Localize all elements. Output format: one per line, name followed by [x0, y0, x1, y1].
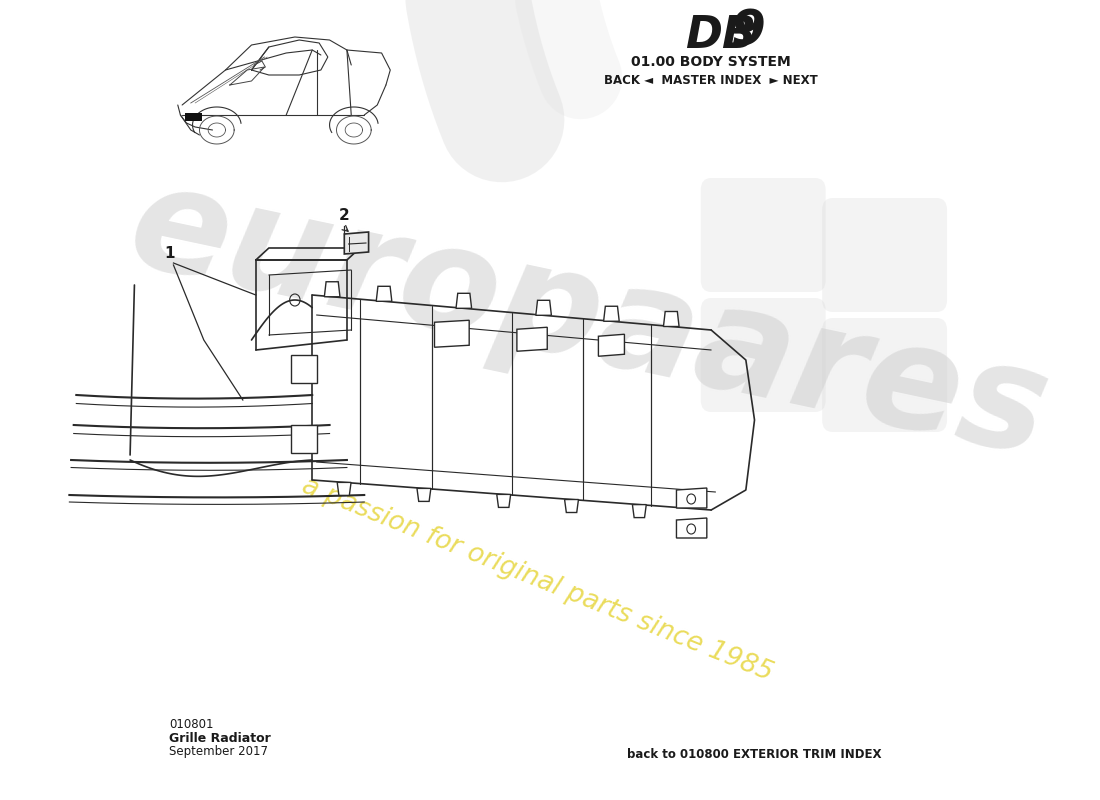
Text: September 2017: September 2017: [169, 745, 268, 758]
Text: BACK ◄  MASTER INDEX  ► NEXT: BACK ◄ MASTER INDEX ► NEXT: [604, 74, 818, 86]
Polygon shape: [663, 311, 679, 326]
Polygon shape: [344, 232, 369, 254]
Polygon shape: [497, 494, 510, 507]
FancyBboxPatch shape: [701, 178, 826, 292]
Polygon shape: [290, 355, 317, 383]
Text: a passion for original parts since 1985: a passion for original parts since 1985: [298, 474, 777, 686]
Text: 1: 1: [164, 246, 175, 261]
Text: DB: DB: [685, 14, 756, 57]
Polygon shape: [676, 488, 707, 508]
Text: back to 010800 EXTERIOR TRIM INDEX: back to 010800 EXTERIOR TRIM INDEX: [627, 749, 882, 762]
Text: 010801: 010801: [169, 718, 213, 731]
FancyBboxPatch shape: [701, 298, 826, 412]
Polygon shape: [517, 327, 547, 351]
Polygon shape: [536, 300, 551, 315]
Text: europaares: europaares: [118, 154, 1062, 486]
Polygon shape: [338, 482, 351, 495]
Text: 01.00 BODY SYSTEM: 01.00 BODY SYSTEM: [631, 55, 791, 69]
Polygon shape: [564, 499, 579, 513]
Polygon shape: [604, 306, 619, 322]
Polygon shape: [434, 320, 470, 347]
Polygon shape: [324, 282, 340, 297]
FancyBboxPatch shape: [822, 198, 947, 312]
Bar: [185, 113, 202, 121]
Polygon shape: [290, 425, 317, 453]
Polygon shape: [456, 294, 472, 308]
Polygon shape: [417, 488, 431, 502]
Text: Grille Radiator: Grille Radiator: [169, 732, 271, 745]
Polygon shape: [376, 286, 392, 302]
Text: 2: 2: [339, 208, 350, 223]
Polygon shape: [598, 334, 625, 356]
Polygon shape: [676, 518, 707, 538]
FancyBboxPatch shape: [822, 318, 947, 432]
Polygon shape: [632, 505, 647, 518]
Text: 9: 9: [732, 8, 766, 56]
